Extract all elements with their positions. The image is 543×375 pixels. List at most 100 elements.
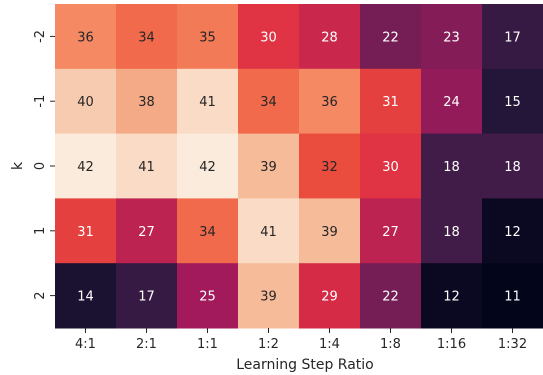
x-tick-label: 2:1 bbox=[136, 337, 157, 352]
heatmap-cell bbox=[421, 4, 483, 70]
heatmap-cell bbox=[482, 263, 543, 329]
cell-value-label: 30 bbox=[382, 160, 399, 175]
heatmap-cell bbox=[116, 133, 178, 199]
heatmap-cell bbox=[177, 133, 239, 199]
cell-value-label: 42 bbox=[77, 160, 94, 175]
heatmap-cell bbox=[177, 4, 239, 70]
heatmap-cell bbox=[421, 198, 483, 264]
heatmap-cell bbox=[55, 263, 117, 329]
cell-value-label: 34 bbox=[199, 225, 216, 240]
x-axis-label: Learning Step Ratio bbox=[236, 357, 374, 373]
y-tick-label: -2 bbox=[33, 30, 48, 43]
x-axis-ticks: 4:1 2:1 1:1 1:2 1:4 1:8 1:16 1:32 bbox=[75, 328, 527, 352]
cell-value-label: 31 bbox=[77, 225, 94, 240]
heatmap-cell bbox=[177, 68, 239, 135]
heatmap-cell bbox=[177, 198, 239, 264]
cell-value-label: 11 bbox=[504, 290, 521, 305]
cell-value-label: 18 bbox=[443, 225, 460, 240]
heatmap-cell bbox=[238, 68, 300, 135]
cell-value-label: 23 bbox=[443, 30, 460, 45]
heatmap-cell bbox=[238, 198, 300, 264]
cell-value-label: 32 bbox=[321, 160, 338, 175]
heatmap-cell bbox=[238, 133, 300, 199]
x-tick-label: 1:16 bbox=[437, 337, 466, 352]
heatmap-cell bbox=[360, 68, 422, 135]
heatmap-cell bbox=[360, 4, 422, 70]
heatmap-cell bbox=[482, 68, 543, 135]
heatmap-cell bbox=[421, 133, 483, 199]
cell-value-label: 38 bbox=[138, 95, 155, 110]
heatmap-cell bbox=[421, 263, 483, 329]
cell-value-label: 41 bbox=[260, 225, 277, 240]
cell-value-label: 34 bbox=[260, 95, 277, 110]
x-tick-label: 1:2 bbox=[258, 337, 279, 352]
heatmap-cell bbox=[299, 133, 361, 199]
cell-value-label: 18 bbox=[504, 160, 521, 175]
x-tick-label: 4:1 bbox=[75, 337, 96, 352]
cell-value-label: 42 bbox=[199, 160, 216, 175]
cell-value-label: 30 bbox=[260, 30, 277, 45]
cell-value-label: 27 bbox=[138, 225, 155, 240]
heatmap-cell bbox=[116, 198, 178, 264]
heatmap-cell bbox=[238, 263, 300, 329]
heatmap-cell bbox=[299, 4, 361, 70]
cell-value-label: 36 bbox=[321, 95, 338, 110]
x-tick-label: 1:8 bbox=[380, 337, 401, 352]
heatmap-cell bbox=[299, 68, 361, 135]
heatmap-cell bbox=[360, 263, 422, 329]
heatmap-cell bbox=[299, 263, 361, 329]
cell-value-label: 35 bbox=[199, 30, 216, 45]
cell-value-label: 17 bbox=[138, 290, 155, 305]
cell-value-label: 41 bbox=[138, 160, 155, 175]
heatmap-cell bbox=[482, 133, 543, 199]
cell-value-label: 24 bbox=[443, 95, 460, 110]
cell-value-label: 39 bbox=[321, 225, 338, 240]
cell-value-label: 17 bbox=[504, 30, 521, 45]
cell-value-label: 28 bbox=[321, 30, 338, 45]
heatmap-cell bbox=[116, 68, 178, 135]
cell-value-label: 40 bbox=[77, 95, 94, 110]
heatmap-cell bbox=[360, 133, 422, 199]
heatmap-cell bbox=[55, 133, 117, 199]
y-tick-label: 0 bbox=[33, 162, 48, 170]
x-tick-label: 1:32 bbox=[498, 337, 527, 352]
cell-value-label: 12 bbox=[443, 290, 460, 305]
heatmap-cell bbox=[55, 68, 117, 135]
heatmap-cell bbox=[116, 263, 178, 329]
heatmap-cells bbox=[55, 4, 543, 329]
x-tick-label: 1:1 bbox=[197, 337, 218, 352]
y-tick-label: -1 bbox=[33, 95, 48, 108]
cell-value-label: 12 bbox=[504, 225, 521, 240]
y-tick-label: 2 bbox=[33, 291, 48, 299]
heatmap-cell bbox=[299, 198, 361, 264]
y-axis-ticks: -2 -1 0 1 2 bbox=[33, 30, 55, 300]
cell-value-label: 29 bbox=[321, 290, 338, 305]
heatmap-cell bbox=[177, 263, 239, 329]
y-tick-label: 1 bbox=[33, 227, 48, 235]
cell-value-label: 39 bbox=[260, 290, 277, 305]
cell-value-label: 41 bbox=[199, 95, 216, 110]
heatmap-cell bbox=[360, 198, 422, 264]
cell-value-label: 18 bbox=[443, 160, 460, 175]
heatmap-cell bbox=[482, 4, 543, 70]
cell-value-label: 15 bbox=[504, 95, 521, 110]
cell-value-label: 39 bbox=[260, 160, 277, 175]
cell-value-label: 34 bbox=[138, 30, 155, 45]
heatmap-cell bbox=[238, 4, 300, 70]
heatmap-cell bbox=[55, 198, 117, 264]
y-axis-label: k bbox=[10, 161, 26, 170]
heatmap-cell bbox=[482, 198, 543, 264]
cell-value-label: 27 bbox=[382, 225, 399, 240]
cell-value-label: 14 bbox=[77, 290, 94, 305]
cell-value-label: 31 bbox=[382, 95, 399, 110]
heatmap-cell bbox=[116, 4, 178, 70]
x-tick-label: 1:4 bbox=[319, 337, 340, 352]
heatmap-cell bbox=[55, 4, 117, 70]
cell-value-label: 25 bbox=[199, 290, 216, 305]
cell-value-label: 22 bbox=[382, 290, 399, 305]
cell-annotations: 36 34 35 30 28 22 23 17 40 38 41 34 36 31 24 15 42 41 42 39… bbox=[77, 30, 521, 304]
cell-value-label: 36 bbox=[77, 30, 94, 45]
heatmap-cell bbox=[421, 68, 483, 135]
cell-value-label: 22 bbox=[382, 30, 399, 45]
